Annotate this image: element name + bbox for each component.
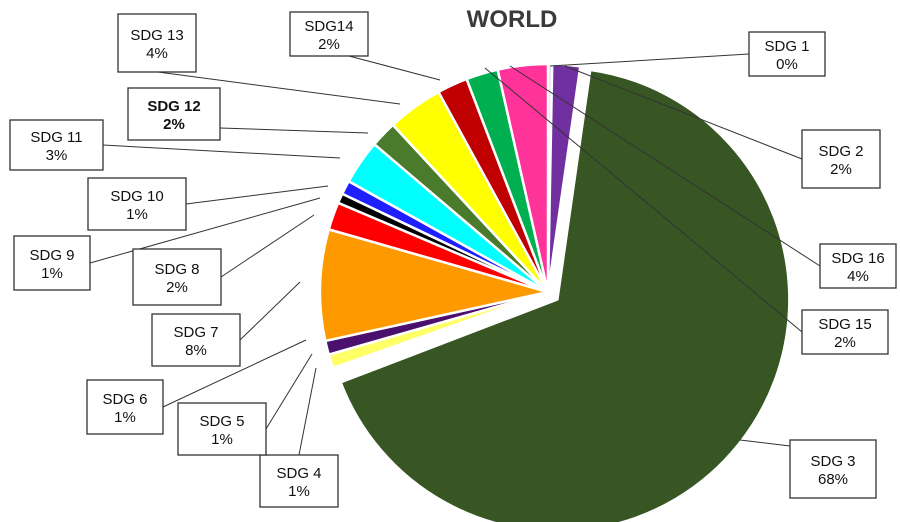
slice-value-sdg5: 1% [211, 431, 233, 448]
slice-name-sdg12: SDG 12 [147, 98, 200, 115]
slice-value-sdg1: 0% [776, 56, 798, 73]
slice-value-sdg13: 4% [146, 45, 168, 62]
leader-line-sdg2 [564, 65, 803, 160]
label-box-sdg4 [259, 454, 339, 508]
leader-line-sdg8 [220, 214, 315, 278]
slice-name-sdg13: SDG 13 [130, 27, 183, 44]
slice-label-sdg13: SDG 134% [117, 13, 197, 73]
leader-line-sdg1 [549, 53, 750, 67]
chart-title: WORLD [467, 6, 558, 33]
label-box-sdg14 [289, 11, 369, 57]
slice-name-sdg14: SDG14 [304, 18, 353, 35]
label-box-sdg15 [801, 309, 889, 355]
leader-line-sdg10 [185, 185, 329, 205]
slice-value-sdg15: 2% [834, 334, 856, 351]
leader-line-sdg5 [265, 353, 313, 430]
leader-line-sdg9 [89, 197, 321, 264]
pie-slice-sdg7 [318, 228, 550, 343]
slice-value-sdg11: 3% [46, 147, 68, 164]
slice-value-sdg16: 4% [847, 268, 869, 285]
slice-name-sdg9: SDG 9 [29, 247, 74, 264]
slice-label-sdg12: SDG 122% [127, 87, 221, 141]
slice-label-sdg3: SDG 368% [789, 439, 877, 499]
slice-label-sdg15: SDG 152% [801, 309, 889, 355]
slice-value-sdg8: 2% [166, 279, 188, 296]
label-box-sdg11 [9, 119, 104, 171]
slice-name-sdg15: SDG 15 [818, 316, 871, 333]
leader-line-sdg15 [484, 67, 803, 333]
slice-value-sdg6: 1% [114, 409, 136, 426]
slice-label-sdg4: SDG 41% [259, 454, 339, 508]
label-box-sdg1 [748, 31, 826, 77]
slice-label-sdg2: SDG 22% [801, 129, 881, 189]
slice-label-sdg5: SDG 51% [177, 402, 267, 456]
slice-name-sdg3: SDG 3 [810, 453, 855, 470]
pie-slice-sdg16 [496, 62, 550, 294]
leader-lines [89, 53, 821, 456]
label-box-sdg12 [127, 87, 221, 141]
slice-label-sdg6: SDG 61% [86, 379, 164, 435]
leader-line-sdg16 [509, 65, 821, 267]
slice-value-sdg9: 1% [41, 265, 63, 282]
leader-line-sdg7 [239, 281, 301, 341]
slice-label-sdg10: SDG 101% [87, 177, 187, 231]
slice-value-sdg2: 2% [830, 161, 852, 178]
leader-line-sdg6 [162, 339, 307, 408]
slice-label-sdg11: SDG 113% [9, 119, 104, 171]
slice-name-sdg5: SDG 5 [199, 413, 244, 430]
slice-value-sdg4: 1% [288, 483, 310, 500]
slice-name-sdg4: SDG 4 [276, 465, 321, 482]
leader-line-sdg4 [298, 367, 317, 456]
slice-value-sdg10: 1% [126, 206, 148, 223]
slice-name-sdg6: SDG 6 [102, 391, 147, 408]
leader-line-sdg14 [348, 55, 441, 81]
label-box-sdg2 [801, 129, 881, 189]
slice-name-sdg10: SDG 10 [110, 188, 163, 205]
slice-value-sdg3: 68% [818, 471, 848, 488]
label-box-sdg5 [177, 402, 267, 456]
pie-slices [318, 62, 791, 522]
slice-value-sdg7: 8% [185, 342, 207, 359]
label-box-sdg8 [132, 248, 222, 306]
slice-name-sdg11: SDG 11 [30, 129, 82, 146]
label-box-sdg13 [117, 13, 197, 73]
slice-name-sdg2: SDG 2 [818, 143, 863, 160]
slice-name-sdg16: SDG 16 [831, 250, 884, 267]
slice-label-sdg7: SDG 78% [151, 313, 241, 367]
label-box-sdg6 [86, 379, 164, 435]
slice-name-sdg8: SDG 8 [154, 261, 199, 278]
leader-line-sdg13 [157, 71, 401, 105]
slice-label-sdg8: SDG 82% [132, 248, 222, 306]
slice-label-sdg1: SDG 10% [748, 31, 826, 77]
slice-labels: SDG 10%SDG 22%SDG 368%SDG 41%SDG 51%SDG … [9, 11, 897, 508]
label-box-sdg3 [789, 439, 877, 499]
pie-slice-sdg3 [339, 68, 791, 522]
label-box-sdg16 [819, 243, 897, 289]
label-box-sdg7 [151, 313, 241, 367]
leader-line-sdg12 [219, 127, 369, 134]
slice-value-sdg14: 2% [318, 36, 340, 53]
leader-line-sdg11 [102, 144, 341, 159]
slice-value-sdg12: 2% [163, 116, 185, 133]
slice-name-sdg7: SDG 7 [173, 324, 218, 341]
label-box-sdg10 [87, 177, 187, 231]
slice-label-sdg9: SDG 91% [13, 235, 91, 291]
label-box-sdg9 [13, 235, 91, 291]
slice-label-sdg16: SDG 164% [819, 243, 897, 289]
leader-line-sdg3 [739, 439, 791, 447]
slice-name-sdg1: SDG 1 [764, 38, 809, 55]
